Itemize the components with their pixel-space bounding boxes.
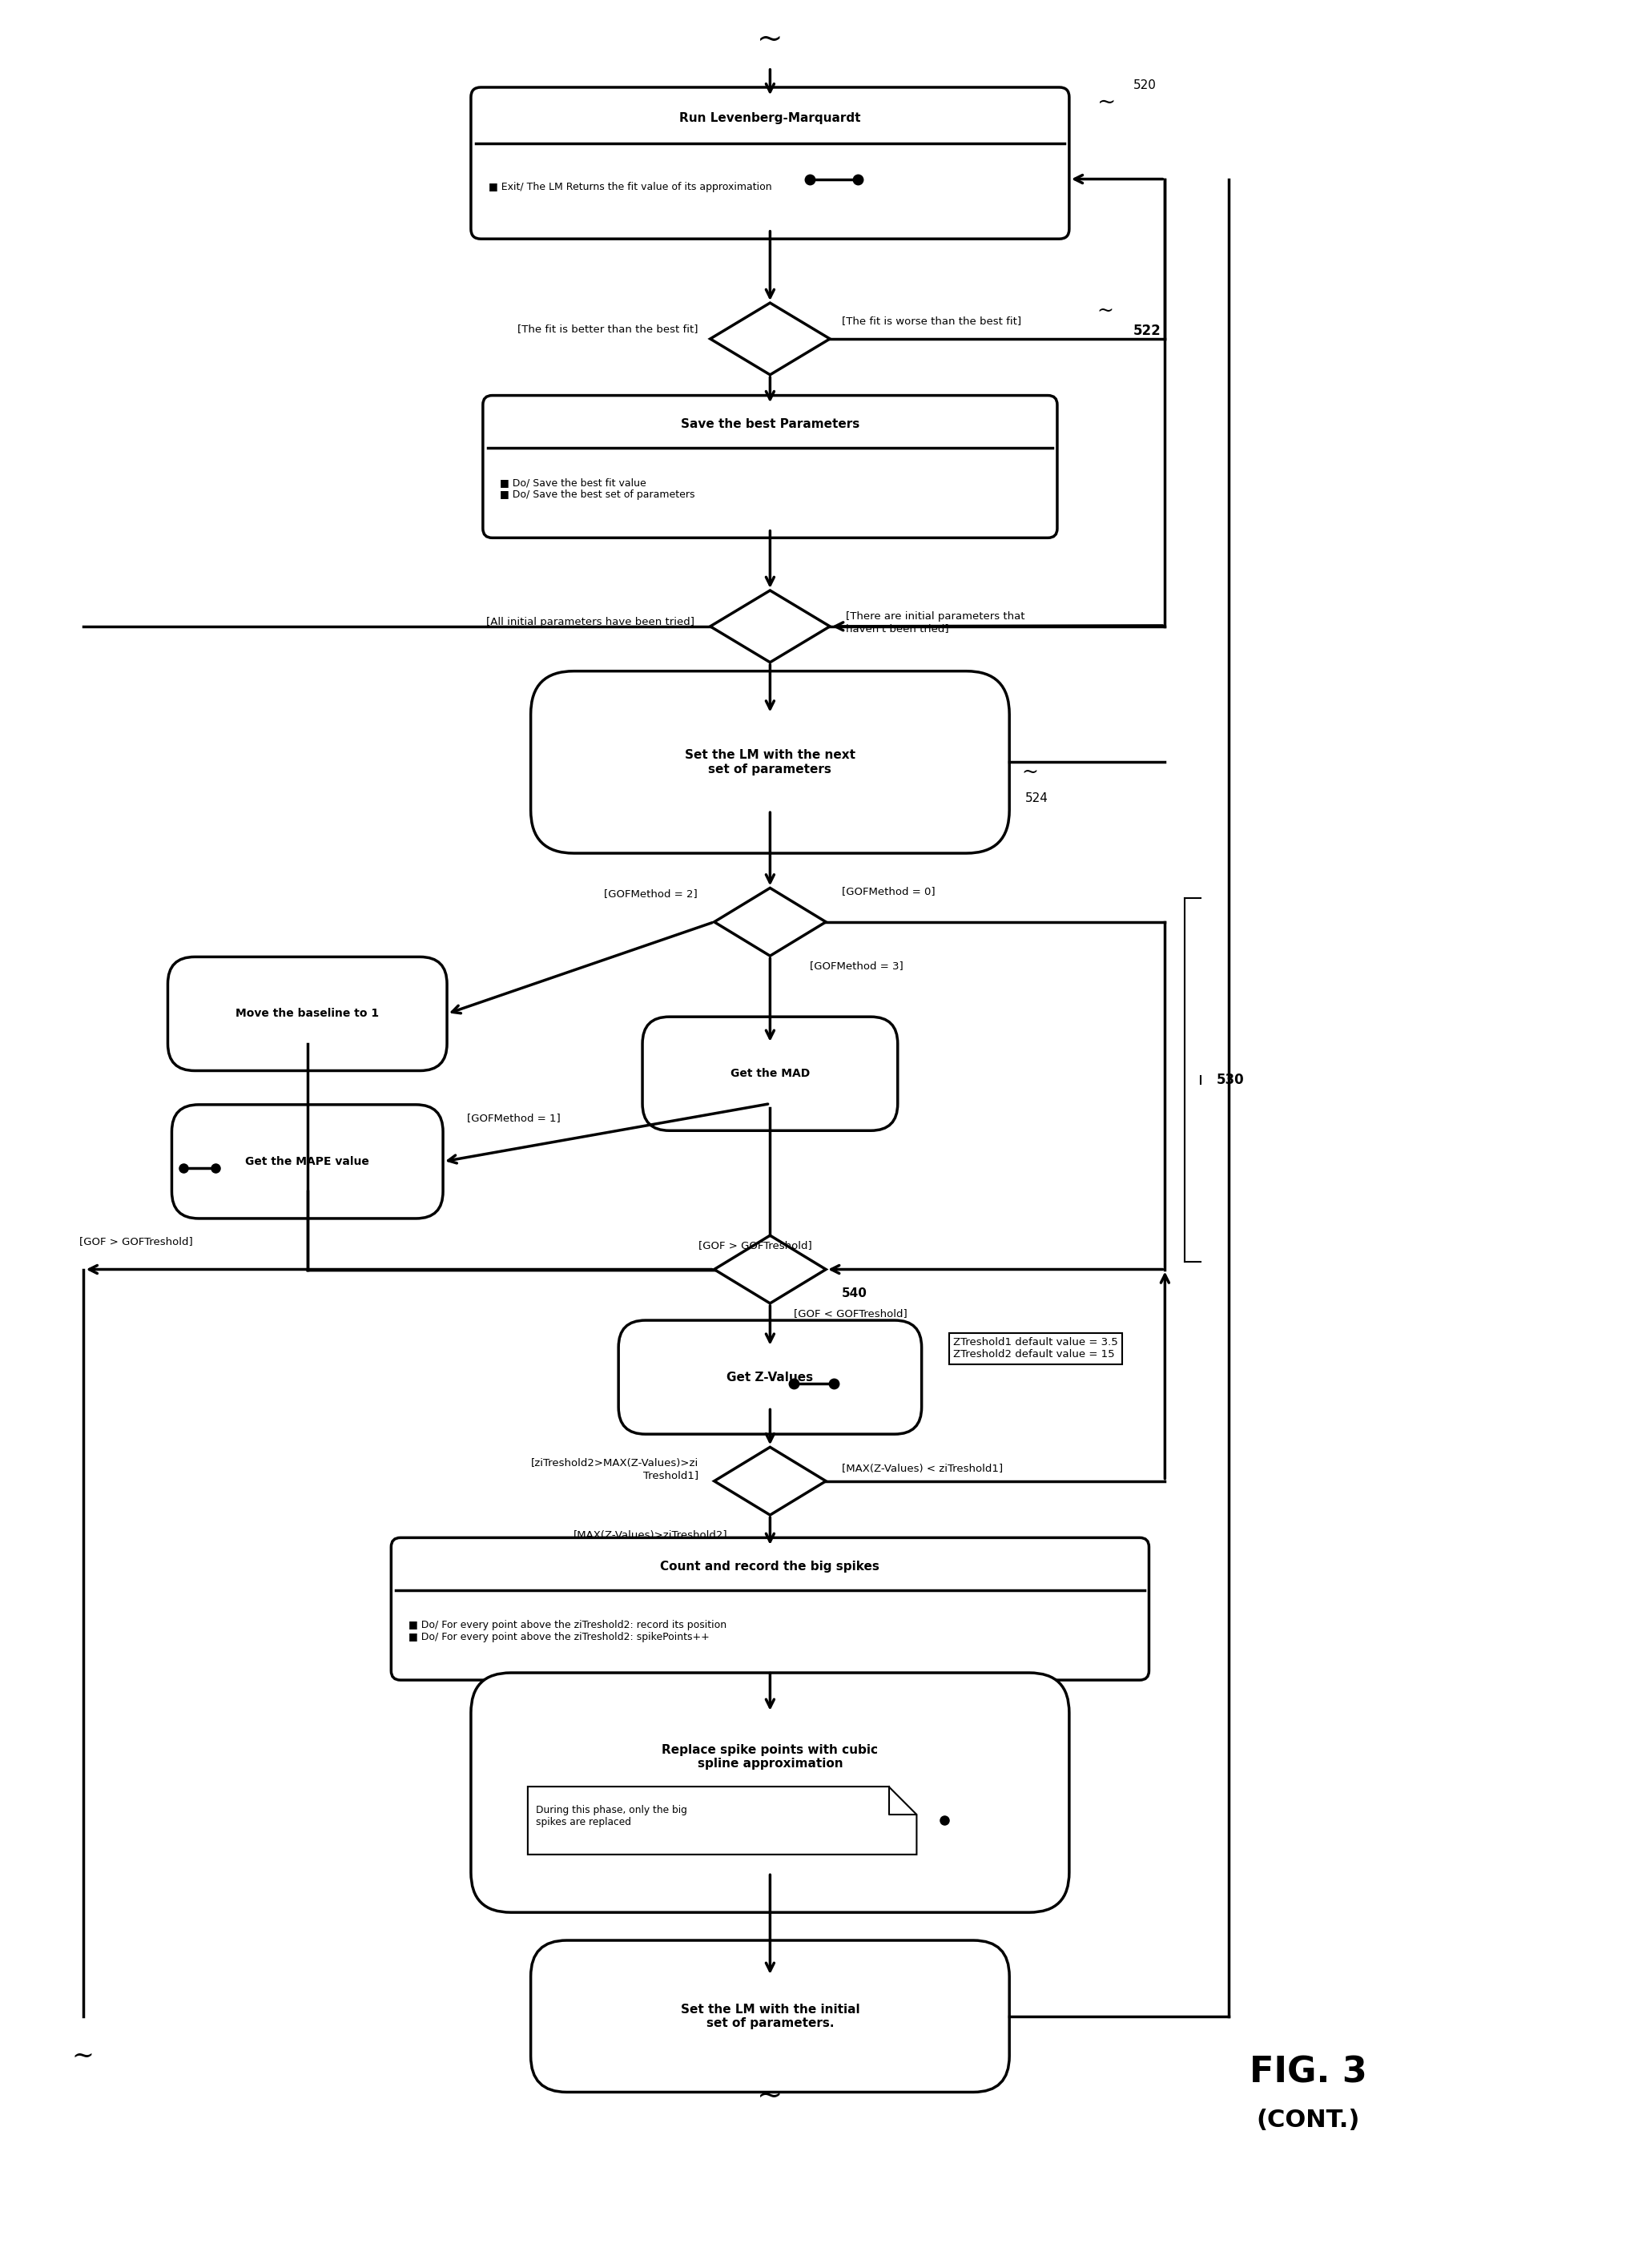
Text: [MAX(Z-Values)>ziTreshold2]: [MAX(Z-Values)>ziTreshold2] xyxy=(573,1531,727,1540)
Polygon shape xyxy=(711,590,830,662)
Text: Run Levenberg-Marquardt: Run Levenberg-Marquardt xyxy=(680,113,862,125)
Text: ~: ~ xyxy=(1022,764,1038,782)
Polygon shape xyxy=(714,1236,826,1304)
Text: [MAX(Z-Values) < ziTreshold1]: [MAX(Z-Values) < ziTreshold1] xyxy=(842,1463,1002,1474)
Text: [ziTreshold2>MAX(Z-Values)>zi
Treshold1]: [ziTreshold2>MAX(Z-Values)>zi Treshold1] xyxy=(531,1458,698,1481)
FancyBboxPatch shape xyxy=(642,1016,898,1132)
Text: ~: ~ xyxy=(757,25,783,54)
Text: [GOF > GOFTreshold]: [GOF > GOFTreshold] xyxy=(79,1236,193,1247)
Text: FIG. 3: FIG. 3 xyxy=(1250,2055,1368,2089)
Text: Set the LM with the initial
set of parameters.: Set the LM with the initial set of param… xyxy=(680,2003,860,2030)
Text: Get the MAPE value: Get the MAPE value xyxy=(246,1157,370,1168)
FancyBboxPatch shape xyxy=(531,1941,1009,2091)
FancyBboxPatch shape xyxy=(167,957,447,1070)
Text: [GOF > GOFTreshold]: [GOF > GOFTreshold] xyxy=(698,1241,812,1250)
Polygon shape xyxy=(714,1447,826,1515)
Text: 520: 520 xyxy=(1133,79,1156,91)
Text: [All initial parameters have been tried]: [All initial parameters have been tried] xyxy=(486,617,695,628)
Text: 540: 540 xyxy=(842,1288,868,1300)
Text: Get Z-Values: Get Z-Values xyxy=(727,1372,814,1383)
FancyBboxPatch shape xyxy=(470,1674,1070,1912)
Text: Move the baseline to 1: Move the baseline to 1 xyxy=(236,1009,378,1018)
Text: 530: 530 xyxy=(1217,1073,1245,1086)
Text: Replace spike points with cubic
spline approximation: Replace spike points with cubic spline a… xyxy=(662,1744,878,1769)
Text: Count and record the big spikes: Count and record the big spikes xyxy=(660,1560,880,1572)
FancyBboxPatch shape xyxy=(172,1105,442,1218)
Text: [The fit is worse than the best fit]: [The fit is worse than the best fit] xyxy=(842,315,1022,327)
Text: [GOFMethod = 2]: [GOFMethod = 2] xyxy=(604,889,698,898)
FancyBboxPatch shape xyxy=(483,395,1057,538)
Polygon shape xyxy=(711,304,830,374)
FancyBboxPatch shape xyxy=(470,86,1070,238)
Text: ZTreshold1 default value = 3.5
ZTreshold2 default value = 15: ZTreshold1 default value = 3.5 ZTreshold… xyxy=(953,1338,1119,1361)
Text: [There are initial parameters that
haven't been tried]: [There are initial parameters that haven… xyxy=(845,610,1025,633)
Polygon shape xyxy=(714,889,826,955)
Text: ~: ~ xyxy=(1097,93,1115,113)
Text: [GOF < GOFTreshold]: [GOF < GOFTreshold] xyxy=(794,1309,907,1318)
Polygon shape xyxy=(527,1787,917,1855)
Text: ■ Do/ Save the best fit value
■ Do/ Save the best set of parameters: ■ Do/ Save the best fit value ■ Do/ Save… xyxy=(500,479,695,501)
Text: [GOFMethod = 3]: [GOFMethod = 3] xyxy=(809,962,904,971)
Text: ~: ~ xyxy=(1097,302,1114,320)
Text: Get the MAD: Get the MAD xyxy=(731,1068,809,1080)
Text: Save the best Parameters: Save the best Parameters xyxy=(681,420,860,431)
Text: [The fit is better than the best fit]: [The fit is better than the best fit] xyxy=(518,324,698,333)
Text: 522: 522 xyxy=(1133,324,1161,338)
FancyBboxPatch shape xyxy=(619,1320,922,1433)
Text: ■ Exit/ The LM Returns the fit value of its approximation: ■ Exit/ The LM Returns the fit value of … xyxy=(488,181,771,193)
Text: [GOFMethod = 0]: [GOFMethod = 0] xyxy=(842,887,935,896)
Text: (CONT.): (CONT.) xyxy=(1256,2109,1360,2132)
FancyBboxPatch shape xyxy=(531,671,1009,853)
FancyBboxPatch shape xyxy=(391,1538,1148,1681)
Text: ~: ~ xyxy=(757,2082,783,2112)
Text: Set the LM with the next
set of parameters: Set the LM with the next set of paramete… xyxy=(685,748,855,776)
Text: 524: 524 xyxy=(1025,792,1048,805)
Text: ■ Do/ For every point above the ziTreshold2: record its position
■ Do/ For every: ■ Do/ For every point above the ziTresho… xyxy=(408,1619,727,1642)
Text: ~: ~ xyxy=(72,2043,95,2068)
Text: During this phase, only the big
spikes are replaced: During this phase, only the big spikes a… xyxy=(536,1805,686,1828)
Text: [GOFMethod = 1]: [GOFMethod = 1] xyxy=(467,1111,560,1123)
